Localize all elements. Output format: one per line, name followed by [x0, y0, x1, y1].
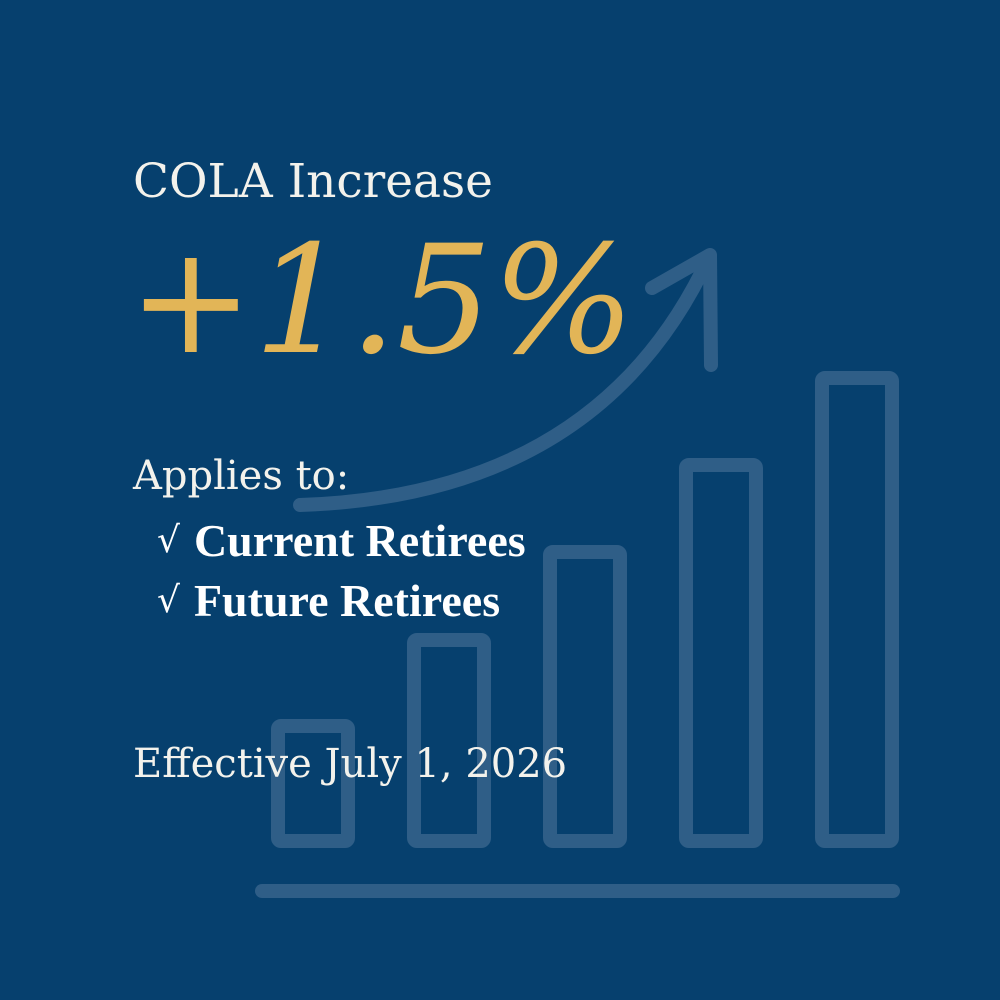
chart-bar-2 — [407, 633, 491, 848]
list-item-label: Future Retirees — [193, 574, 501, 626]
chart-bar-1 — [271, 719, 355, 848]
list-item-current-retirees: √ Current Retirees — [157, 510, 526, 570]
chart-bar-5 — [815, 371, 899, 848]
applies-to-label: Applies to: — [133, 453, 350, 499]
effective-date: Effective July 1, 2026 — [133, 741, 568, 787]
chart-bar-4 — [679, 458, 763, 848]
trend-up-arrow-icon — [293, 248, 718, 512]
check-icon: √ — [157, 519, 180, 561]
list-item-label: Current Retirees — [193, 514, 526, 566]
heading: COLA Increase — [133, 154, 493, 209]
list-item-future-retirees: √ Future Retirees — [157, 570, 526, 630]
chart-bar-3 — [543, 545, 627, 848]
increase-percentage: +1.5% — [128, 214, 635, 388]
applies-to-list: √ Current Retirees √ Future Retirees — [157, 510, 526, 630]
check-icon: √ — [157, 579, 180, 621]
